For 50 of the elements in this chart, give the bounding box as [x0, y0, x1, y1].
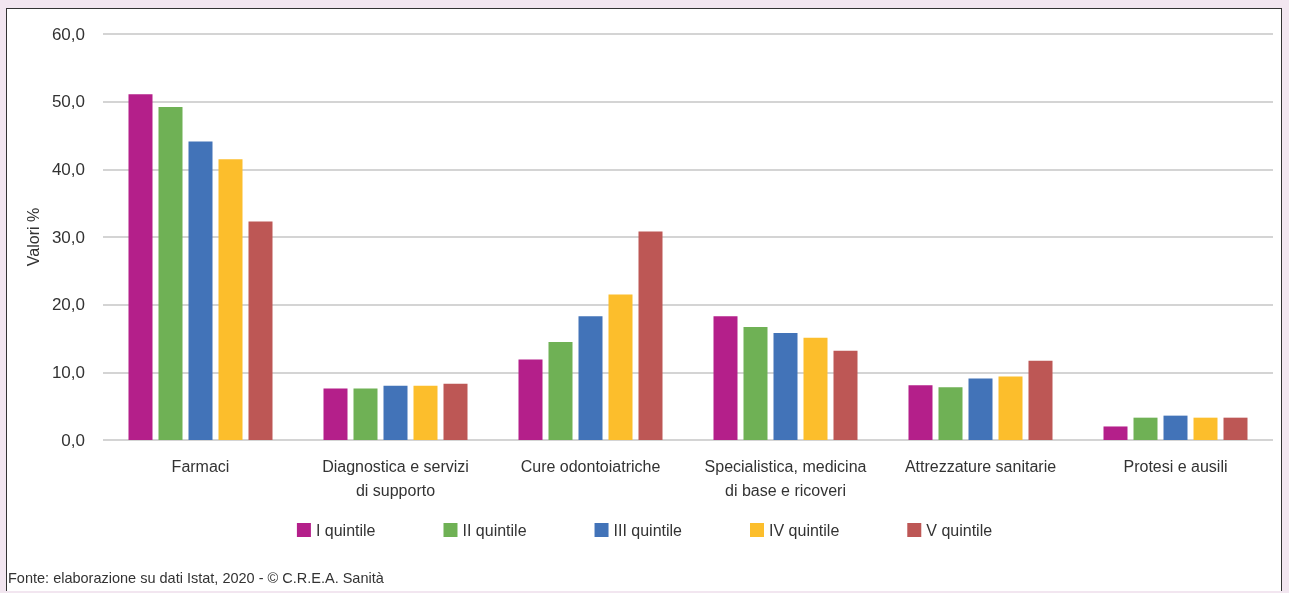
legend-label: V quintile: [926, 521, 993, 539]
x-tick-label: Protesi e ausili: [1123, 457, 1228, 475]
bar: [413, 385, 438, 440]
y-tick-label: 10,0: [51, 362, 85, 382]
bar: [218, 159, 243, 440]
bar: [1193, 417, 1218, 440]
bar: [773, 333, 798, 440]
legend-label: I quintile: [315, 521, 376, 539]
y-tick-label: 50,0: [51, 92, 85, 112]
bar: [323, 388, 348, 440]
bar: [938, 387, 963, 440]
bar: [128, 94, 153, 440]
x-tick-label: Specialistica, medicina di base e ricoveri: [704, 457, 867, 499]
x-tick-label: Farmaci: [171, 457, 230, 475]
bar: [1163, 415, 1188, 440]
x-tick-label: Attrezzature sanitarie: [904, 457, 1057, 475]
legend-label: II quintile: [462, 521, 527, 539]
legend-label: IV quintile: [769, 521, 840, 539]
bar: [608, 294, 633, 440]
bar: [908, 385, 933, 440]
bar: [353, 388, 378, 440]
x-tick-label: Cure odontoiatriche: [520, 457, 661, 475]
x-tick-label: Diagnostica e servizi di supporto: [322, 457, 469, 499]
y-tick-label: 40,0: [51, 159, 85, 179]
bar: [638, 231, 663, 440]
y-tick-label: 60,0: [51, 24, 85, 44]
bar: [803, 337, 828, 440]
bar: [578, 316, 603, 440]
bar: [1028, 360, 1053, 440]
y-tick-label: 0,0: [61, 430, 85, 450]
bar: [968, 378, 993, 440]
bar: [518, 359, 543, 440]
bar: [548, 341, 573, 440]
legend-label: III quintile: [613, 521, 683, 539]
bar: [833, 350, 858, 440]
bar: [743, 327, 768, 440]
bar: [158, 107, 183, 440]
bar: [1133, 417, 1158, 440]
bar: [383, 385, 408, 440]
bar: [443, 383, 468, 440]
bar: [998, 376, 1023, 440]
bar: [713, 316, 738, 440]
bar: [188, 141, 213, 440]
bar: [248, 221, 273, 440]
y-axis-title: Valori %: [24, 207, 42, 267]
y-tick-label: 20,0: [51, 295, 85, 315]
y-tick-label: 30,0: [51, 227, 85, 247]
bar: [1103, 426, 1128, 440]
source-note: Fonte: elaborazione su dati Istat, 2020 - © C.R.E.A. Sanità: [8, 569, 385, 586]
bar: [1223, 417, 1248, 440]
